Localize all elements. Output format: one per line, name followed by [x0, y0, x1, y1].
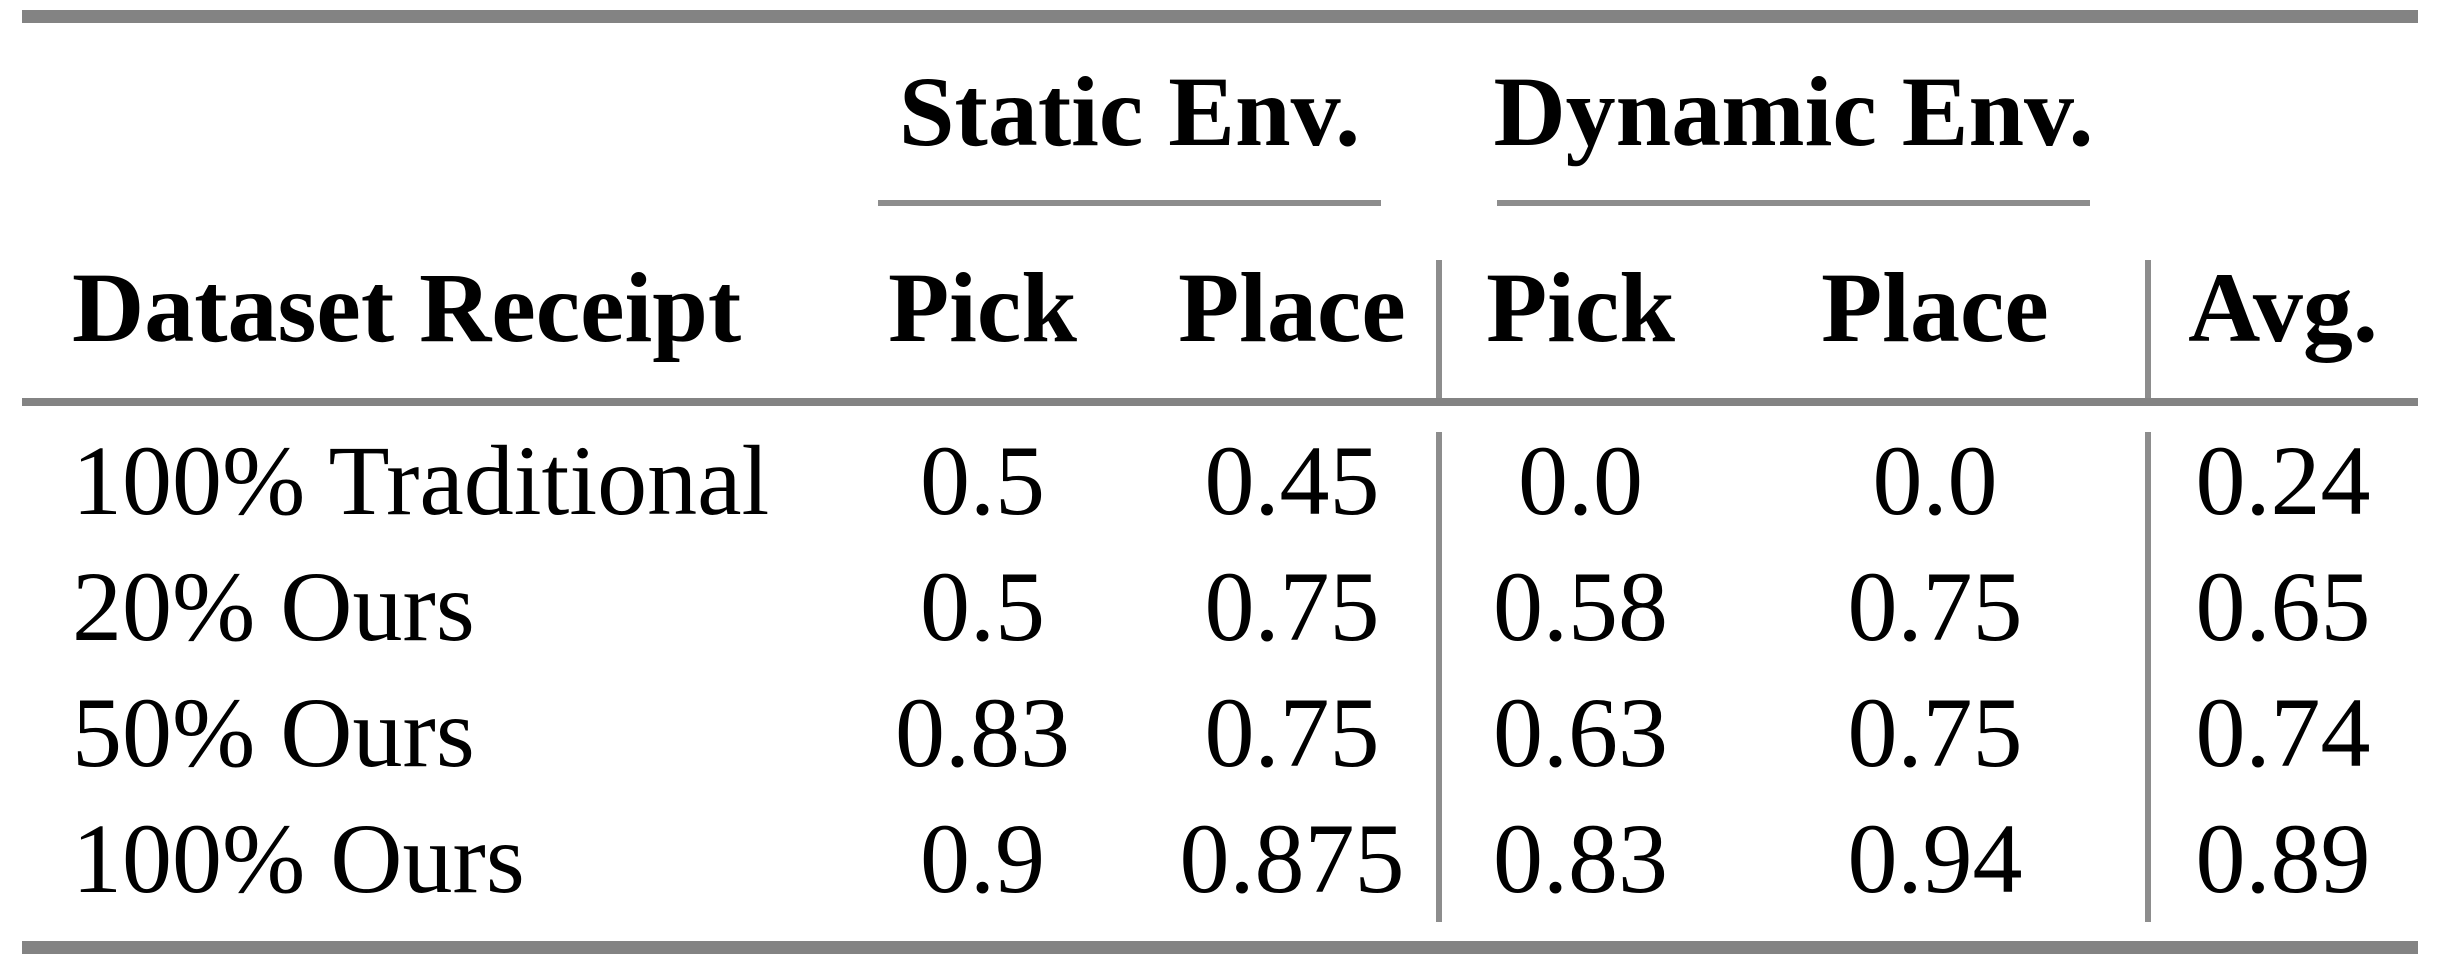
- column-group-static-env: Static Env.: [820, 23, 1439, 206]
- table-body: 100% Traditional 0.5 0.45 0.0 0.0 0.24 2…: [22, 406, 2418, 922]
- cell-avg: 0.65: [2195, 551, 2371, 662]
- results-table: Static Env. Dynamic Env. Dataset Receipt…: [22, 0, 2418, 954]
- header-static-place: Place: [1145, 206, 1442, 398]
- cell-avg: 0.74: [2195, 677, 2371, 788]
- cell-dynamic-place: 0.75: [1722, 670, 2151, 796]
- cell-dynamic-pick: 0.63: [1493, 677, 1668, 788]
- static-env-group-label: Static Env.: [898, 56, 1361, 167]
- group-spacer-right: [2148, 23, 2418, 206]
- cell-static-pick: 0.83: [895, 677, 1070, 788]
- dynamic-env-cmidrule: [1497, 200, 2090, 206]
- table-row-100pct-ours: 100% Ours 0.9 0.875 0.83 0.94 0.89: [22, 796, 2418, 922]
- column-group-dynamic-env: Dynamic Env.: [1439, 23, 2148, 206]
- cell-dynamic-place: 0.0: [1722, 418, 2151, 544]
- header-separator-rule: [22, 398, 2418, 406]
- top-rule: [22, 10, 2418, 23]
- static-env-cmidrule: [878, 200, 1381, 206]
- header-dynamic-place: Place: [1722, 206, 2151, 398]
- cell-static-pick: 0.5: [920, 551, 1045, 662]
- cell-static-pick: 0.5: [920, 425, 1045, 536]
- column-group-header-row: Static Env. Dynamic Env.: [22, 23, 2418, 206]
- cell-dynamic-place: 0.75: [1722, 544, 2151, 670]
- table-row-100pct-traditional: 100% Traditional 0.5 0.45 0.0 0.0 0.24: [22, 418, 2418, 544]
- row-label: 100% Ours: [72, 803, 525, 914]
- cell-dynamic-place: 0.94: [1722, 796, 2151, 922]
- row-label: 20% Ours: [72, 551, 475, 662]
- table-row-20pct-ours: 20% Ours 0.5 0.75 0.58 0.75 0.65: [22, 544, 2418, 670]
- group-spacer-left: [22, 23, 820, 206]
- cell-dynamic-pick: 0.58: [1493, 551, 1668, 662]
- column-header-row: Dataset Receipt Pick Place Pick Place Av…: [22, 206, 2418, 398]
- row-label: 100% Traditional: [72, 425, 770, 536]
- header-dynamic-pick: Pick: [1486, 252, 1675, 363]
- cell-static-place: 0.875: [1145, 796, 1442, 922]
- cell-static-place: 0.45: [1145, 418, 1442, 544]
- cell-dynamic-pick: 0.0: [1518, 425, 1643, 536]
- cell-avg: 0.89: [2195, 803, 2371, 914]
- header-static-pick: Pick: [888, 252, 1077, 363]
- cell-static-place: 0.75: [1145, 670, 1442, 796]
- header-dataset-receipt: Dataset Receipt: [72, 252, 742, 363]
- row-label: 50% Ours: [72, 677, 475, 788]
- cell-static-place: 0.75: [1145, 544, 1442, 670]
- bottom-rule: [22, 941, 2418, 954]
- table-row-50pct-ours: 50% Ours 0.83 0.75 0.63 0.75 0.74: [22, 670, 2418, 796]
- cell-dynamic-pick: 0.83: [1493, 803, 1668, 914]
- cell-avg: 0.24: [2195, 425, 2371, 536]
- dynamic-env-group-label: Dynamic Env.: [1493, 56, 2094, 167]
- header-avg: Avg.: [2188, 252, 2378, 363]
- cell-static-pick: 0.9: [920, 803, 1045, 914]
